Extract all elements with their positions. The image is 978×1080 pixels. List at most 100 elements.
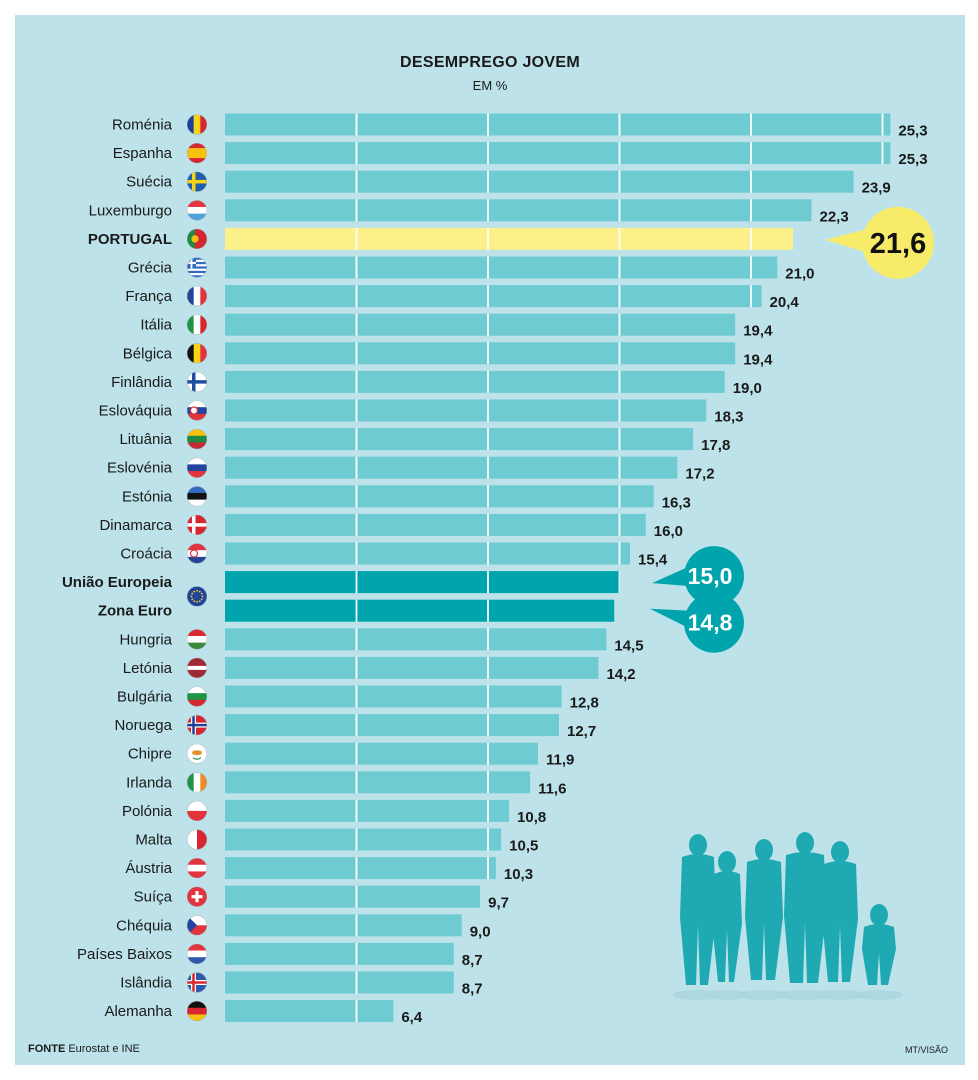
category-label-polonia: Polónia <box>122 803 173 820</box>
bar-suecia <box>225 170 854 193</box>
callout-uniao-europeia: 15,0 <box>652 546 744 607</box>
category-label-austria: Áustria <box>125 860 172 877</box>
value-label: 10,8 <box>517 809 546 826</box>
flag-austria-icon <box>187 858 207 879</box>
value-label: 22,3 <box>819 208 848 225</box>
category-label-portugal: PORTUGAL <box>88 231 172 248</box>
bar-croacia <box>225 542 631 565</box>
value-label: 6,4 <box>401 1009 423 1026</box>
flag-latvia-icon <box>187 657 207 678</box>
flag-netherlands-icon <box>187 943 207 964</box>
value-label-portugal: 21,6 <box>870 228 926 260</box>
youth-silhouettes-illustration <box>672 832 903 1000</box>
flag-ireland-icon <box>187 772 207 793</box>
bar-irlanda <box>225 771 531 794</box>
value-label: 16,0 <box>654 523 683 540</box>
category-label-italia: Itália <box>140 317 172 334</box>
value-label: 14,2 <box>606 666 635 683</box>
value-label: 14,5 <box>614 637 643 654</box>
value-label-uniao-europeia: 15,0 <box>688 563 733 589</box>
bar-malta <box>225 828 502 851</box>
bar-chequia <box>225 914 462 937</box>
bar-polonia <box>225 799 510 822</box>
value-label: 11,6 <box>538 780 566 797</box>
category-label-luxemburgo: Luxemburgo <box>89 202 172 219</box>
value-label: 23,9 <box>862 180 891 197</box>
chart-subtitle: EM % <box>472 78 508 93</box>
category-label-irlanda: Irlanda <box>126 774 173 791</box>
category-label-islandia: Islândia <box>120 975 172 992</box>
category-label-zona-euro: Zona Euro <box>98 603 172 620</box>
category-label-hungria: Hungria <box>119 631 172 648</box>
category-label-chequia: Chéquia <box>116 917 173 934</box>
category-label-suica: Suíça <box>134 889 173 906</box>
bar-paises-baixos <box>225 942 454 965</box>
flag-sweden-icon <box>187 171 207 192</box>
bar-dinamarca <box>225 513 646 536</box>
bar-uniao-europeia <box>225 571 620 594</box>
bar-alemanha <box>225 1000 394 1023</box>
flag-switzerland-icon <box>187 886 207 907</box>
flag-bulgaria-icon <box>187 686 207 707</box>
value-label: 9,7 <box>488 895 509 912</box>
value-label: 19,0 <box>733 380 762 397</box>
flag-malta-icon <box>187 829 207 850</box>
value-label: 16,3 <box>662 494 691 511</box>
flag-italy-icon <box>187 314 207 335</box>
value-label: 25,3 <box>898 151 927 168</box>
source-label: FONTE <box>28 1043 66 1055</box>
category-label-suecia: Suécia <box>126 174 173 191</box>
value-label: 19,4 <box>743 351 773 368</box>
chart-title: DESEMPREGO JOVEM <box>400 54 580 71</box>
value-label: 21,0 <box>785 266 814 283</box>
category-label-malta: Malta <box>135 832 172 849</box>
bar-letonia <box>225 656 599 679</box>
category-label-eslovaquia: Eslováquia <box>99 403 173 420</box>
category-label-dinamarca: Dinamarca <box>99 517 172 534</box>
category-label-espanha: Espanha <box>113 145 173 162</box>
category-label-bulgaria: Bulgária <box>117 689 173 706</box>
bar-luxemburgo <box>225 199 812 222</box>
bar-suica <box>225 885 481 908</box>
callout-zona-euro: 14,8 <box>650 592 744 653</box>
category-label-grecia: Grécia <box>128 260 173 277</box>
value-label: 10,5 <box>509 838 538 855</box>
value-label: 17,8 <box>701 437 730 454</box>
category-label-croacia: Croácia <box>120 546 172 563</box>
value-label: 9,0 <box>470 923 491 940</box>
flag-denmark-icon <box>187 514 207 535</box>
flag-spain-icon <box>187 143 207 164</box>
bar-estonia <box>225 485 654 508</box>
bar-espanha <box>225 142 891 165</box>
flag-czechia-icon <box>187 915 207 936</box>
category-label-alemanha: Alemanha <box>104 1003 172 1020</box>
bar-islandia <box>225 971 454 994</box>
flag-cyprus-icon <box>187 743 207 764</box>
flag-belgium-icon <box>187 343 207 364</box>
flag-slovakia-icon <box>187 400 207 421</box>
flag-romania-icon <box>187 114 207 135</box>
value-label: 18,3 <box>714 409 743 426</box>
flag-croatia-icon <box>187 543 207 564</box>
bar-lituania <box>225 428 694 451</box>
flag-finland-icon <box>187 371 207 392</box>
category-label-eslovenia: Eslovénia <box>107 460 173 477</box>
category-label-belgica: Bélgica <box>123 345 173 362</box>
bar-noruega <box>225 714 560 737</box>
flag-norway-icon <box>187 715 207 736</box>
flag-eu-icon <box>187 586 207 607</box>
category-label-romenia: Roménia <box>112 117 173 134</box>
bar-hungria <box>225 628 607 651</box>
bar-eslovenia <box>225 456 678 479</box>
value-label: 11,9 <box>546 752 574 769</box>
source-note: FONTE Eurostat e INE <box>28 1043 140 1055</box>
flag-hungary-icon <box>187 629 207 650</box>
bar-eslovaquia <box>225 399 707 422</box>
category-label-lituania: Lituânia <box>119 431 172 448</box>
flag-estonia-icon <box>187 486 207 507</box>
value-label: 12,8 <box>570 695 599 712</box>
flag-slovenia-icon <box>187 457 207 478</box>
category-label-finlandia: Finlândia <box>111 374 173 391</box>
value-label-zona-euro: 14,8 <box>688 610 733 636</box>
value-label: 12,7 <box>567 723 596 740</box>
